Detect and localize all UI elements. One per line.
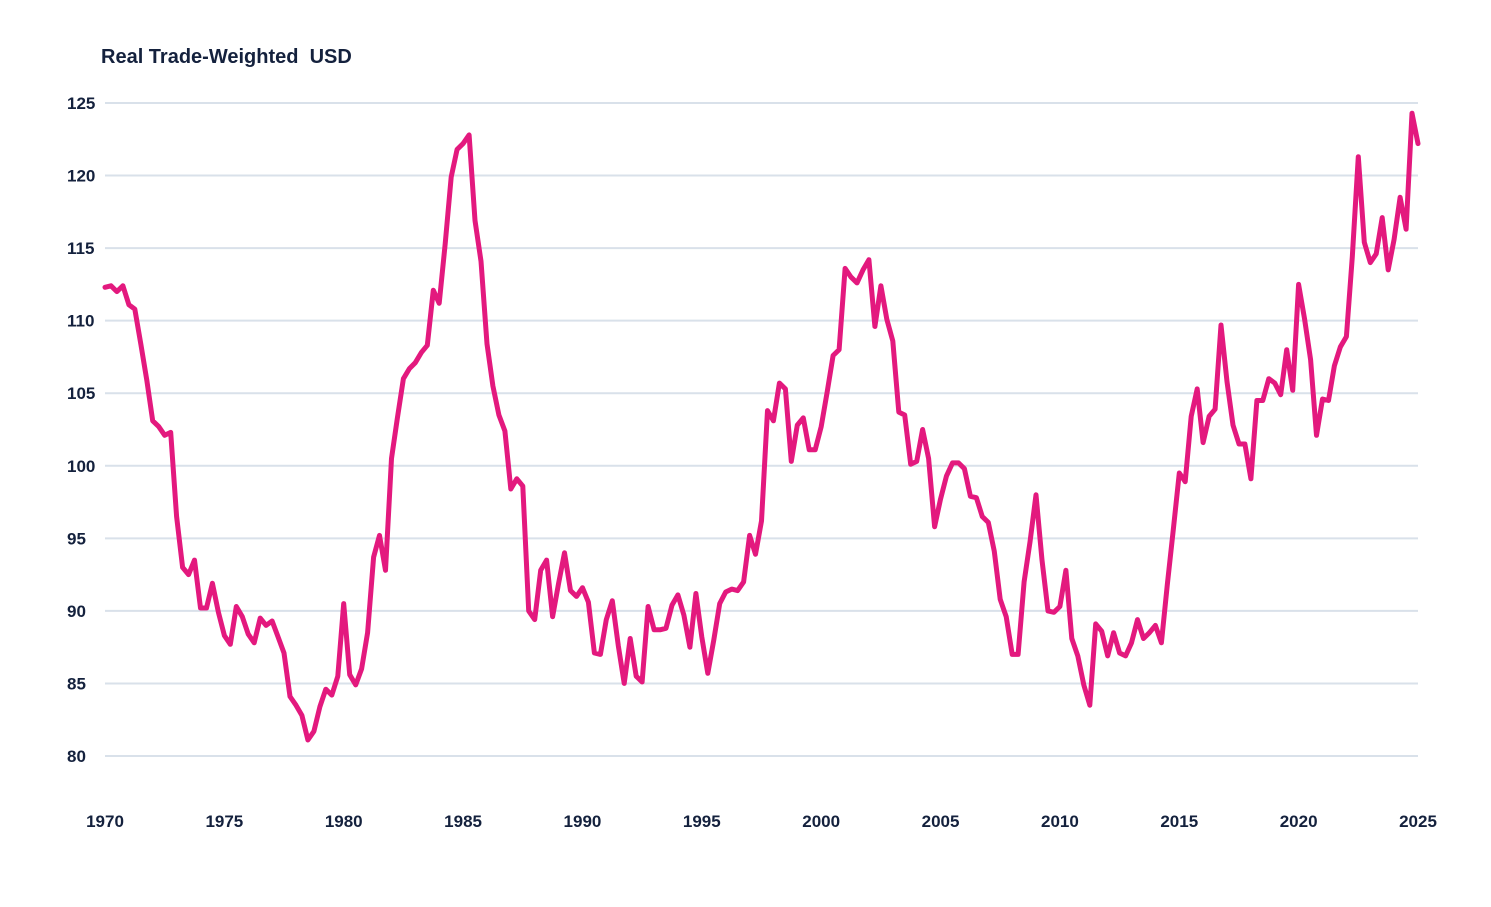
y-tick-label-95: 95: [67, 529, 86, 548]
y-tick-label-120: 120: [67, 167, 95, 186]
x-tick-label-1990: 1990: [564, 812, 602, 831]
chart-title: Real Trade-Weighted USD: [101, 46, 352, 68]
x-tick-label-1995: 1995: [683, 812, 721, 831]
x-tick-label-2015: 2015: [1160, 812, 1198, 831]
y-tick-label-90: 90: [67, 602, 86, 621]
y-tick-label-115: 115: [67, 239, 94, 258]
x-tick-label-2000: 2000: [802, 812, 840, 831]
x-axis-tick-labels: 1970 1975 1980 1985 1990 1995 2000 2005 2010 2015…: [86, 812, 1437, 831]
y-tick-label-100: 100: [67, 457, 95, 476]
y-tick-label-125: 125: [67, 94, 95, 113]
x-tick-label-1975: 1975: [205, 812, 243, 831]
x-tick-label-2010: 2010: [1041, 812, 1079, 831]
series-line-0: [102, 110, 1421, 743]
y-tick-label-85: 85: [67, 674, 86, 693]
x-tick-label-2005: 2005: [922, 812, 960, 831]
series-layer: [102, 110, 1421, 743]
y-axis-tick-labels: 80 85 90 95 100 105 110 115 120 125: [67, 94, 95, 766]
x-tick-label-1980: 1980: [325, 812, 363, 831]
x-tick-label-2025: 2025: [1399, 812, 1437, 831]
x-tick-label-1970: 1970: [86, 812, 124, 831]
gridlines: [105, 102, 1418, 757]
y-tick-label-80: 80: [67, 747, 86, 766]
x-tick-label-1985: 1985: [444, 812, 482, 831]
y-tick-label-110: 110: [67, 312, 94, 331]
x-tick-label-2020: 2020: [1280, 812, 1318, 831]
y-tick-label-105: 105: [67, 384, 95, 403]
